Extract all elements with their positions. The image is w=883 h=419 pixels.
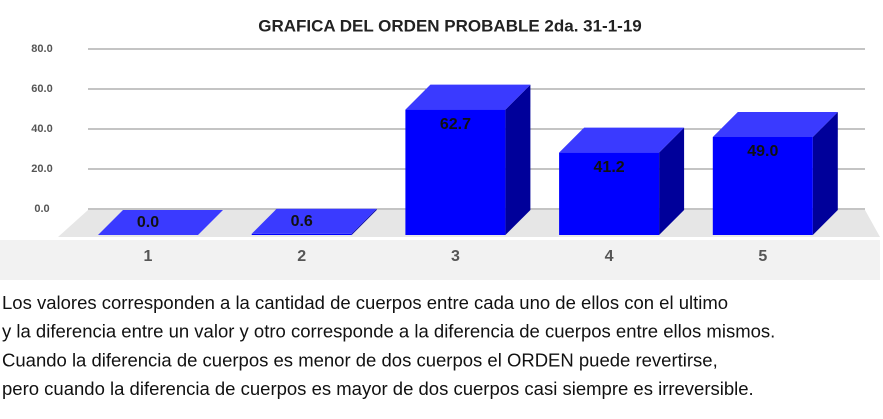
bar-top <box>98 210 223 235</box>
bar-top <box>559 127 685 153</box>
y-tick-label: 80.0 <box>31 43 52 55</box>
x-tick-label: 4 <box>605 248 614 265</box>
bar-top <box>405 84 531 110</box>
annotation: Cuando la diferencia de cuerpos es menor… <box>2 349 718 370</box>
y-tick-label: 40.0 <box>31 123 52 135</box>
y-tick-label: 20.0 <box>31 163 52 175</box>
value-label: 49.0 <box>747 143 778 160</box>
bar <box>712 137 813 235</box>
x-tick-label: 2 <box>297 248 306 265</box>
chart-title: GRAFICA DEL ORDEN PROBABLE 2da. 31-1-19 <box>258 16 642 35</box>
value-label: 62.7 <box>440 116 471 133</box>
bar <box>251 233 352 235</box>
bar <box>559 152 660 235</box>
bar-side <box>659 127 685 235</box>
annotation: Los valores corresponden a la cantidad d… <box>2 292 728 313</box>
value-label: 0.0 <box>137 214 159 231</box>
x-tick-label: 1 <box>144 248 153 265</box>
annotation: pero cuando la diferencia de cuerpos es … <box>2 378 754 399</box>
bar-side <box>351 208 377 235</box>
x-tick-label: 3 <box>451 248 460 265</box>
bar-top <box>251 208 377 234</box>
x-tick-label: 5 <box>758 248 767 265</box>
y-tick-label: 0.0 <box>34 203 49 215</box>
bar-side <box>505 84 531 235</box>
value-label: 0.6 <box>291 213 313 230</box>
bar-side <box>812 112 838 235</box>
value-label: 41.2 <box>594 159 625 176</box>
bar <box>405 109 506 235</box>
bar-top <box>712 112 838 137</box>
y-tick-label: 60.0 <box>31 83 52 95</box>
annotation: y la diferencia entre un valor y otro co… <box>2 321 775 342</box>
